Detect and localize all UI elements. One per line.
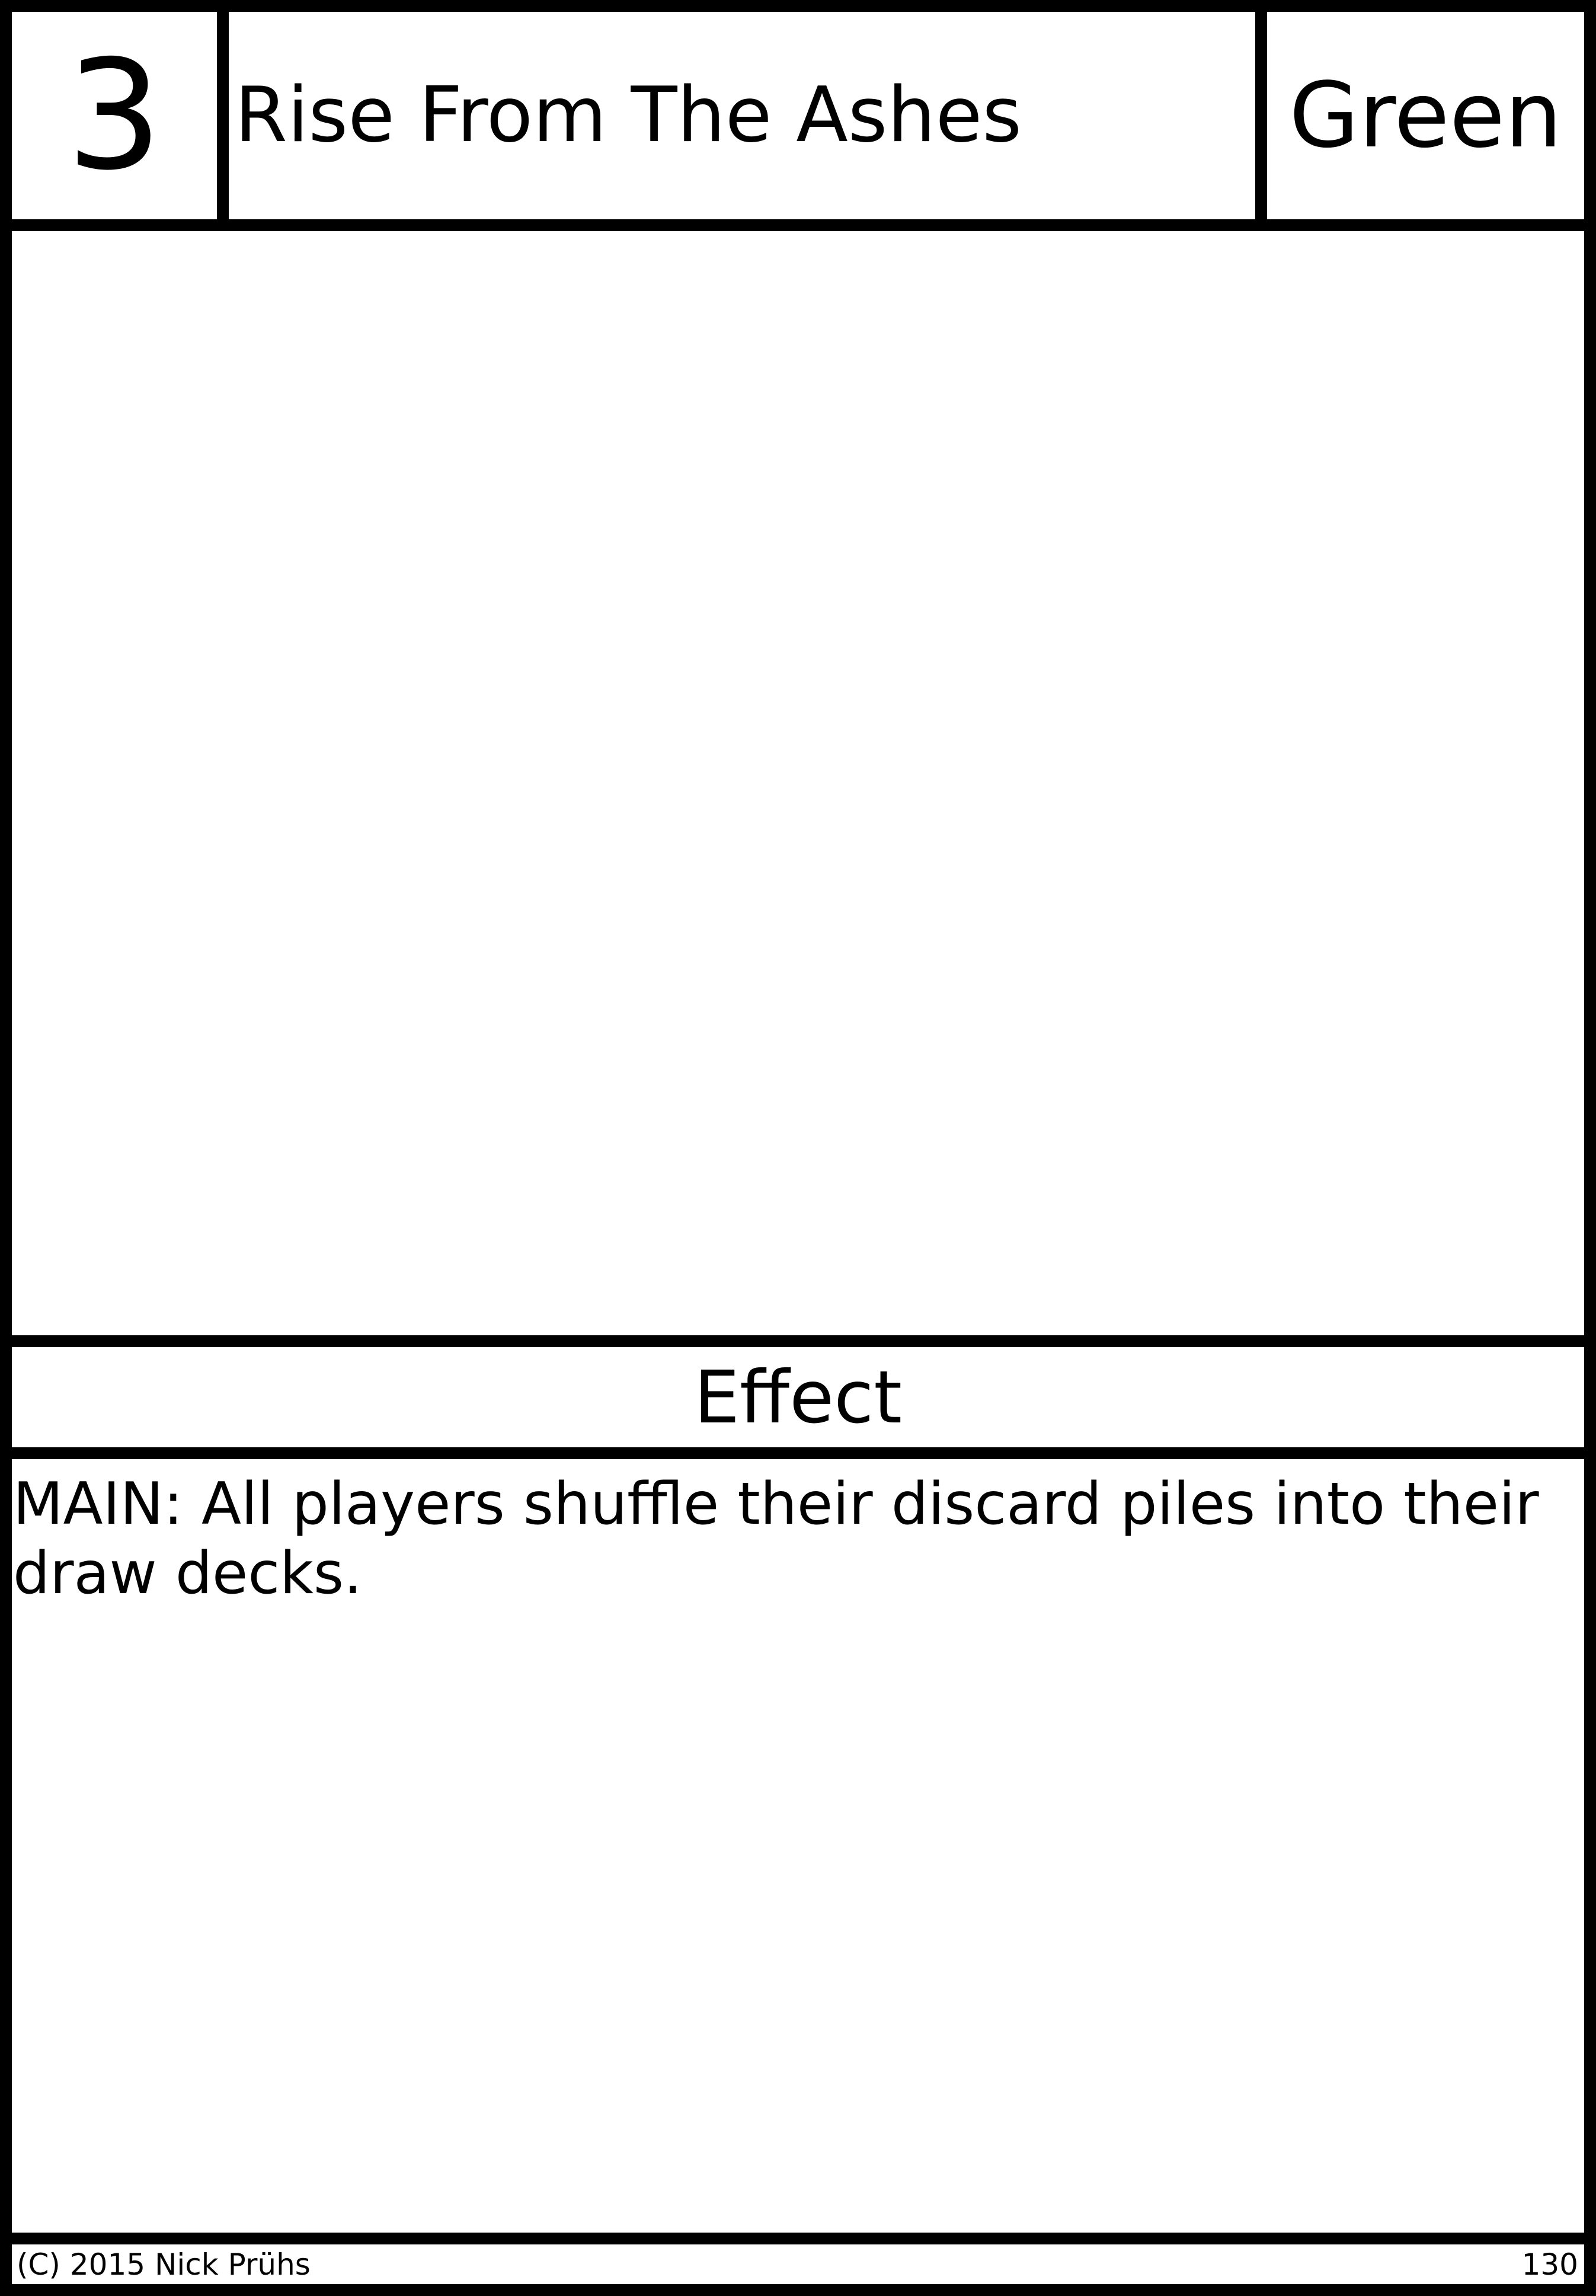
effect-label-divider — [0, 1447, 1596, 1459]
card-color: Green — [1289, 63, 1562, 168]
header-divider-cost — [217, 0, 229, 231]
card-title: Rise From The Ashes — [235, 71, 1022, 159]
card-border-right — [1584, 0, 1596, 2296]
effect-section-label: Effect — [693, 1355, 903, 1440]
card-border-top — [0, 0, 1596, 12]
card-border-left — [0, 0, 12, 2296]
card-cost: 3 — [66, 27, 163, 204]
card-art-area — [12, 231, 1584, 1335]
header-divider-color — [1255, 0, 1267, 231]
art-divider — [0, 1335, 1596, 1347]
copyright-text: (C) 2015 Nick Prühs — [17, 2247, 311, 2282]
card-number: 130 — [1521, 2247, 1578, 2282]
header-divider — [0, 219, 1596, 231]
effect-text: MAIN: All players shuffle their discard … — [13, 1470, 1539, 1607]
card-border-bottom — [0, 2284, 1596, 2296]
footer-divider — [0, 2233, 1596, 2244]
